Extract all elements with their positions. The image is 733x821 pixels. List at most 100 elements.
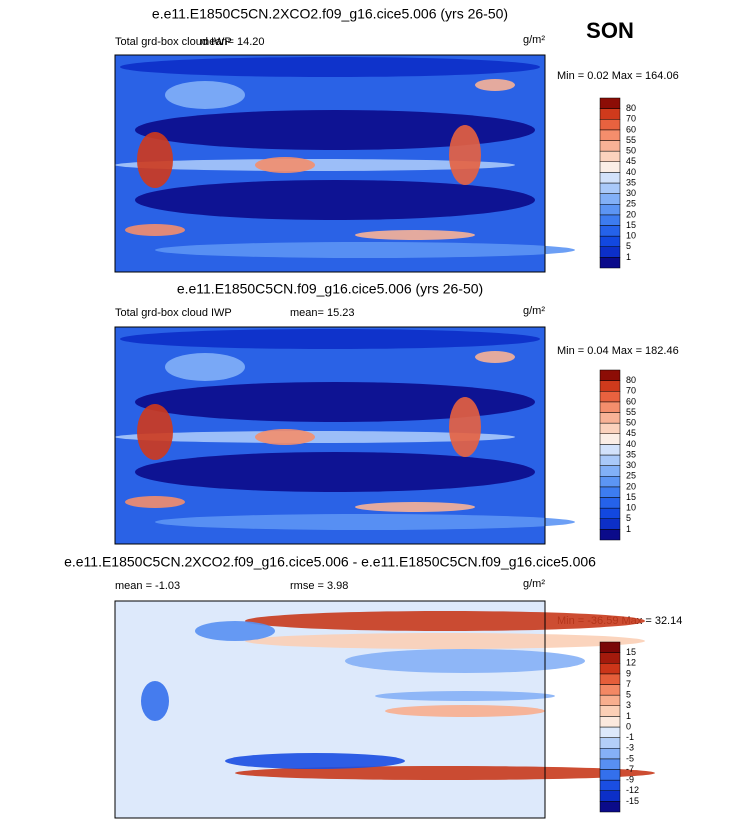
colorbar-box [599, 779, 621, 791]
colorbar-label: 7 [626, 679, 631, 689]
colorbar-label: 25 [626, 199, 636, 209]
field-region [195, 621, 275, 641]
colorbar-box [599, 401, 621, 413]
colorbar-label: 10 [626, 231, 636, 241]
colorbar-label: 5 [626, 513, 631, 523]
colorbar-label: 9 [626, 668, 631, 678]
colorbar-label: 1 [626, 252, 631, 262]
colorbar-label: 15 [626, 220, 636, 230]
colorbar-label: 35 [626, 177, 636, 187]
colorbar-box [599, 694, 621, 706]
field-region [355, 230, 475, 240]
colorbar-box [599, 716, 621, 728]
colorbar-box [599, 465, 621, 477]
colorbar-box [599, 193, 621, 205]
colorbar-label: -15 [626, 796, 639, 806]
field-region [135, 180, 535, 220]
colorbar-box [599, 663, 621, 675]
panel-title: e.e11.E1850C5CN.2XCO2.f09_g16.cice5.006 … [64, 554, 596, 570]
colorbar-label: 10 [626, 503, 636, 513]
center-label: rmse = 3.98 [290, 580, 348, 592]
field-region [120, 57, 540, 77]
colorbar-label: 50 [626, 418, 636, 428]
colorbar-box [599, 108, 621, 120]
field-region [449, 397, 481, 457]
colorbar-box [599, 444, 621, 456]
colorbar-box [599, 433, 621, 445]
field-region [135, 452, 535, 492]
field-region [165, 81, 245, 109]
colorbar-label: 50 [626, 146, 636, 156]
colorbar-box [599, 246, 621, 258]
colorbar-box [599, 412, 621, 424]
units-label: g/m² [523, 578, 545, 590]
field-region [125, 224, 185, 236]
colorbar-box [599, 529, 621, 541]
field-region [225, 753, 405, 769]
center-label: mean= 15.23 [290, 307, 355, 319]
colorbar-label: -9 [626, 775, 634, 785]
colorbar-label: 25 [626, 471, 636, 481]
colorbar-box [599, 641, 621, 653]
field-region [375, 691, 555, 701]
colorbar-box [599, 769, 621, 781]
colorbar-label: 1 [626, 711, 631, 721]
colorbar-box [599, 257, 621, 269]
colorbar-label: 60 [626, 124, 636, 134]
colorbar-label: 60 [626, 396, 636, 406]
colorbar-label: 80 [626, 375, 636, 385]
colorbar-box [599, 235, 621, 247]
field-region [120, 329, 540, 349]
colorbar-label: 30 [626, 460, 636, 470]
colorbar-box [599, 507, 621, 519]
colorbar-box [599, 790, 621, 802]
colorbar-box [599, 161, 621, 173]
center-label: mean= 14.20 [200, 36, 265, 48]
panel-title: e.e11.E1850C5CN.f09_g16.cice5.006 (yrs 2… [177, 281, 483, 297]
colorbar-label: 20 [626, 481, 636, 491]
colorbar-box [599, 801, 621, 813]
colorbar-box [599, 726, 621, 738]
colorbar-label: 80 [626, 103, 636, 113]
min-max: Min = 0.04 Max = 182.46 [557, 345, 679, 357]
colorbar-label: 35 [626, 449, 636, 459]
field-region [385, 705, 545, 717]
colorbar-label: 15 [626, 647, 636, 657]
field-region [155, 514, 575, 530]
colorbar-label: 5 [626, 690, 631, 700]
field-region [255, 157, 315, 173]
colorbar-label: 45 [626, 156, 636, 166]
colorbar-box [599, 369, 621, 381]
colorbar-label: -12 [626, 785, 639, 795]
colorbar-label: 15 [626, 492, 636, 502]
colorbar-box [599, 673, 621, 685]
field-region [475, 351, 515, 363]
field-region [165, 353, 245, 381]
colorbar-label: 1 [626, 524, 631, 534]
map-frame [114, 54, 546, 273]
season-label: SON [586, 18, 634, 43]
field-region [255, 429, 315, 445]
colorbar-box [599, 497, 621, 509]
colorbar-label: 20 [626, 209, 636, 219]
colorbar-label: 0 [626, 721, 631, 731]
map-frame [114, 600, 546, 819]
field-region [155, 242, 575, 258]
field-region [235, 766, 655, 780]
field-region [135, 382, 535, 422]
colorbar-box [599, 486, 621, 498]
left-label: Total grd-box cloud IWP [115, 307, 232, 319]
field-region [137, 132, 173, 188]
colorbar-label: 70 [626, 386, 636, 396]
colorbar-box [599, 129, 621, 141]
min-max: Min = 0.02 Max = 164.06 [557, 70, 679, 82]
colorbar-label: -7 [626, 764, 634, 774]
colorbar-box [599, 422, 621, 434]
colorbar-label: 12 [626, 658, 636, 668]
colorbar-box [599, 119, 621, 131]
left-label: Total grd-box cloud IWP [115, 36, 232, 48]
colorbar-box [599, 476, 621, 488]
colorbar-box [599, 225, 621, 237]
colorbar-label: 3 [626, 700, 631, 710]
colorbar-box [599, 737, 621, 749]
